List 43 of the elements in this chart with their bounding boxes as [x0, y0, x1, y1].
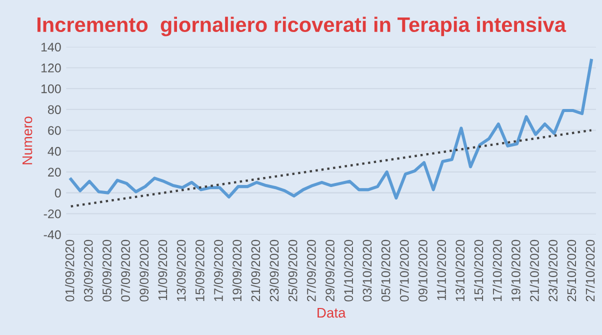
x-tick-label: 27/10/2020: [586, 240, 595, 302]
x-tick-label: 15/10/2020: [474, 240, 484, 301]
y-tick-label: -20: [44, 209, 61, 218]
x-tick-label: 17/09/2020: [214, 240, 223, 301]
x-tick-label: 11/09/2020: [158, 240, 168, 300]
x-tick-label: 13/09/2020: [176, 240, 186, 301]
x-tick-label: 07/10/2020: [400, 240, 409, 302]
y-tick-label: 140: [41, 42, 61, 52]
y-tick-label: -40: [44, 230, 61, 240]
x-tick-label: 25/10/2020: [566, 240, 576, 302]
x-tick-label: 01/10/2020: [344, 240, 354, 302]
x-tick-label: 09/10/2020: [418, 240, 428, 302]
y-tick-label: 0: [54, 188, 61, 198]
x-tick-label: 27/09/2020: [306, 240, 316, 302]
line-series: [69, 58, 593, 200]
x-tick-label: 05/10/2020: [381, 240, 390, 302]
x-tick-label: 13/10/2020: [455, 240, 465, 301]
chart-title: Incremento giornaliero ricoverati in Terapia intensiva: [37, 16, 566, 36]
x-tick-label: 07/09/2020: [120, 240, 130, 302]
y-tick-label: 100: [41, 84, 61, 94]
x-tick-label: 19/10/2020: [511, 240, 520, 301]
y-tick-label: 60: [48, 126, 61, 135]
y-tick-label: 120: [41, 64, 61, 72]
x-tick-label: 23/09/2020: [270, 240, 279, 302]
x-tick-label: 25/09/2020: [288, 240, 298, 302]
x-tick-label: 29/09/2020: [325, 240, 334, 302]
y-tick-label: 80: [48, 105, 61, 114]
y-tick-label: 20: [48, 168, 61, 177]
x-tick-label: 15/09/2020: [195, 240, 204, 301]
x-tick-label: 17/10/2020: [492, 240, 502, 301]
x-axis-title: Data: [318, 308, 346, 318]
x-tick-label: 05/09/2020: [102, 240, 112, 302]
x-tick-label: 09/09/2020: [139, 240, 149, 302]
x-tick-label: 03/09/2020: [84, 240, 93, 302]
x-tick-label: 19/09/2020: [232, 240, 242, 301]
x-tick-label: 11/10/2020: [436, 240, 446, 300]
x-tick-label: 21/10/2020: [530, 240, 539, 302]
x-tick-label: 23/10/2020: [548, 240, 558, 302]
x-tick-label: 01/09/2020: [65, 240, 74, 302]
y-axis-title: Numero: [22, 116, 32, 164]
y-tick-label: 40: [48, 146, 61, 156]
x-tick-label: 03/10/2020: [362, 240, 372, 302]
x-tick-label: 21/09/2020: [250, 240, 260, 302]
